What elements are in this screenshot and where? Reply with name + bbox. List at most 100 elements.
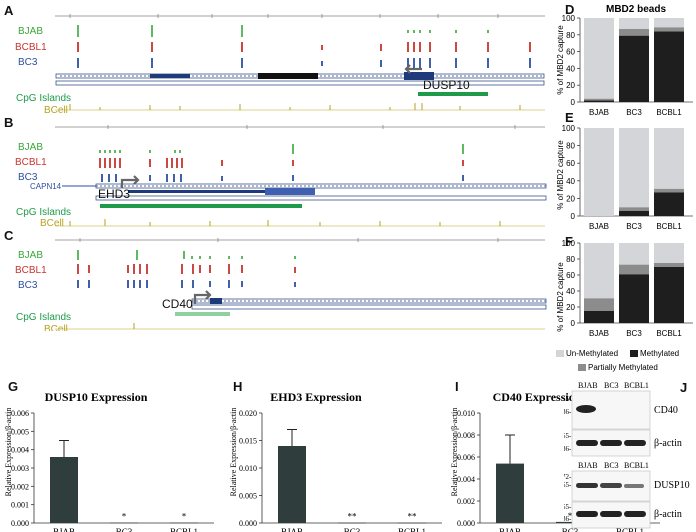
panel-letter-d: D bbox=[565, 2, 575, 17]
y-tick-label-f: 40 bbox=[566, 287, 575, 296]
y-tick-label-h: 0.010 bbox=[239, 464, 257, 473]
x-tick-label-i: BJAB bbox=[499, 527, 521, 532]
bar-segment-f-bcbl1-methylated bbox=[654, 267, 684, 323]
genome-track-panel-b: BJAB BCBL1 BC3 CAPN14 EHD3 CpG Islands B… bbox=[15, 125, 547, 228]
y-tick-label-g: 0.004 bbox=[11, 446, 29, 455]
bar-segment-f-bc3-methylated bbox=[619, 274, 649, 323]
panel-letter-j: J bbox=[680, 380, 688, 395]
cpg-island-bar bbox=[100, 204, 302, 208]
x-tick-label-g: BJAB bbox=[53, 527, 75, 532]
track-label-bc3: BC3 bbox=[18, 280, 38, 291]
y-tick-label-d: 100 bbox=[562, 14, 576, 23]
bar-segment-d-bjab-partially-methylated bbox=[584, 98, 614, 101]
y-axis-label-g: Relative Expression/β-actin bbox=[4, 408, 13, 497]
y-tick-label-i: 0.004 bbox=[457, 475, 475, 484]
y-tick-label-e: 20 bbox=[566, 194, 575, 203]
blot-label-cd40: CD40 bbox=[654, 405, 678, 416]
bar-segment-d-bc3-partially-methylated bbox=[619, 28, 649, 36]
methylation-ticks-bcbl1 bbox=[77, 42, 531, 52]
methylation-ticks-bc3 bbox=[77, 58, 531, 68]
significance-mark-h: ** bbox=[348, 512, 358, 522]
y-tick-label-i: 0.002 bbox=[457, 497, 475, 506]
track-label-bcell: BCell bbox=[44, 324, 68, 331]
bar-segment-f-bc3-un-methylated bbox=[619, 243, 649, 265]
lane-label-bjab-top: BJAB bbox=[578, 381, 598, 390]
y-tick-label-d: 80 bbox=[566, 31, 575, 40]
significance-mark-i: * bbox=[568, 511, 573, 521]
bar-g-bcbl1 bbox=[170, 522, 198, 524]
band-cd40-bjab bbox=[576, 405, 596, 413]
methylation-ticks-bjab bbox=[77, 250, 296, 260]
significance-mark-g: * bbox=[182, 512, 187, 522]
expression-chart-i: 0.0000.0020.0040.0060.0080.010BJAB*BC3*B… bbox=[457, 409, 660, 532]
y-tick-label-g: 0.006 bbox=[11, 409, 29, 418]
y-tick-label-e: 60 bbox=[566, 159, 575, 168]
legend-swatch-methylated bbox=[630, 350, 638, 357]
y-tick-label-i: 0.010 bbox=[457, 409, 475, 418]
x-tick-label-f: BC3 bbox=[626, 329, 642, 338]
tss-arrow-icon bbox=[120, 175, 140, 188]
legend-partial: Partially Methylated bbox=[588, 363, 658, 372]
track-label-bjab: BJAB bbox=[18, 142, 43, 153]
bar-segment-f-bc3-partially-methylated bbox=[619, 264, 649, 275]
bar-segment-d-bcbl1-methylated bbox=[654, 31, 684, 102]
mw-marker: 55- bbox=[564, 395, 572, 403]
bar-h-bc3 bbox=[338, 522, 366, 524]
y-tick-label-h: 0.005 bbox=[239, 492, 257, 501]
bcell-signal-ticks bbox=[69, 219, 501, 226]
track-label-cpg: CpG Islands bbox=[16, 207, 71, 218]
x-tick-label-f: BJAB bbox=[589, 329, 609, 338]
bar-i-bc3 bbox=[556, 521, 584, 523]
panel-letter-g: G bbox=[8, 379, 19, 394]
cpg-island-bar bbox=[418, 92, 488, 96]
y-tick-label-e: 80 bbox=[566, 142, 575, 151]
panel-letter-f: F bbox=[565, 234, 573, 249]
track-label-cpg: CpG Islands bbox=[16, 93, 71, 104]
bar-segment-d-bcbl1-un-methylated bbox=[654, 18, 684, 28]
y-axis-label-f: % of MBD2 capture bbox=[556, 262, 565, 332]
mw-marker: 36- bbox=[564, 408, 572, 416]
y-tick-label-h: 0.020 bbox=[239, 409, 257, 418]
genome-track-panel-c: BJAB BCBL1 BC3 CD40 CpG Islands BCell bbox=[15, 238, 547, 331]
y-tick-label-f: 100 bbox=[562, 239, 576, 248]
legend-swatch-partial bbox=[578, 364, 586, 371]
mbd2-chart-e: 0 20 40 60 80 100 BJAB BC3 BCBL1 bbox=[562, 124, 693, 231]
track-label-bc3: BC3 bbox=[18, 172, 38, 183]
panel-letter-a: A bbox=[4, 3, 14, 18]
x-tick-label-e: BC3 bbox=[626, 222, 642, 231]
legend-unmethylated: Un-Methylated bbox=[566, 349, 618, 358]
legend-swatch-unmethylated bbox=[556, 350, 564, 357]
y-tick-label-d: 0 bbox=[571, 98, 576, 107]
blot-label-actin-top: β-actin bbox=[654, 438, 682, 449]
y-axis-label-h: Relative Expression/β-actin bbox=[229, 408, 238, 497]
y-tick-label-i: 0.006 bbox=[457, 453, 475, 462]
track-label-bcbl1: BCBL1 bbox=[15, 157, 47, 168]
y-axis-label-i: Relative Expression/β-actin bbox=[450, 408, 459, 497]
bar-segment-f-bcbl1-un-methylated bbox=[654, 243, 684, 263]
gene-model-ehd3 bbox=[95, 183, 547, 201]
mbd2-chart-f: 0 20 40 60 80 100 BJAB BC3 BCBL1 bbox=[562, 239, 693, 338]
western-blot-panel: BJAB BC3 BCBL1 CD40 55- 36- β-actin 55- … bbox=[564, 381, 690, 529]
y-tick-label-g: 0.001 bbox=[11, 501, 29, 510]
x-tick-label-d: BJAB bbox=[589, 108, 609, 117]
bar-h-bjab bbox=[278, 446, 306, 523]
y-axis-label-e: % of MBD2 capture bbox=[556, 140, 565, 210]
y-tick-label-e: 40 bbox=[566, 177, 575, 186]
bar-segment-f-bjab-partially-methylated bbox=[584, 298, 614, 311]
gene-label-ehd3: EHD3 bbox=[98, 187, 130, 201]
x-tick-label-e: BJAB bbox=[589, 222, 609, 231]
mw-marker: 55- bbox=[564, 432, 572, 440]
x-tick-label-i: BC3 bbox=[562, 527, 579, 532]
y-tick-label-f: 0 bbox=[571, 319, 576, 328]
y-tick-label-i: 0.008 bbox=[457, 431, 475, 440]
methylation-ticks-bcbl1 bbox=[77, 264, 296, 274]
bar-segment-e-bcbl1-partially-methylated bbox=[654, 188, 684, 193]
bar-segment-e-bc3-un-methylated bbox=[619, 128, 649, 208]
methylation-ticks-bc3 bbox=[101, 174, 464, 182]
y-tick-label-e: 0 bbox=[571, 212, 576, 221]
panel-letter-i: I bbox=[455, 379, 459, 394]
lane-label-bjab-bottom: BJAB bbox=[578, 461, 598, 470]
bar-i-bjab bbox=[496, 463, 524, 523]
significance-mark-g: * bbox=[122, 512, 127, 522]
panel-letter-c: C bbox=[4, 228, 14, 243]
